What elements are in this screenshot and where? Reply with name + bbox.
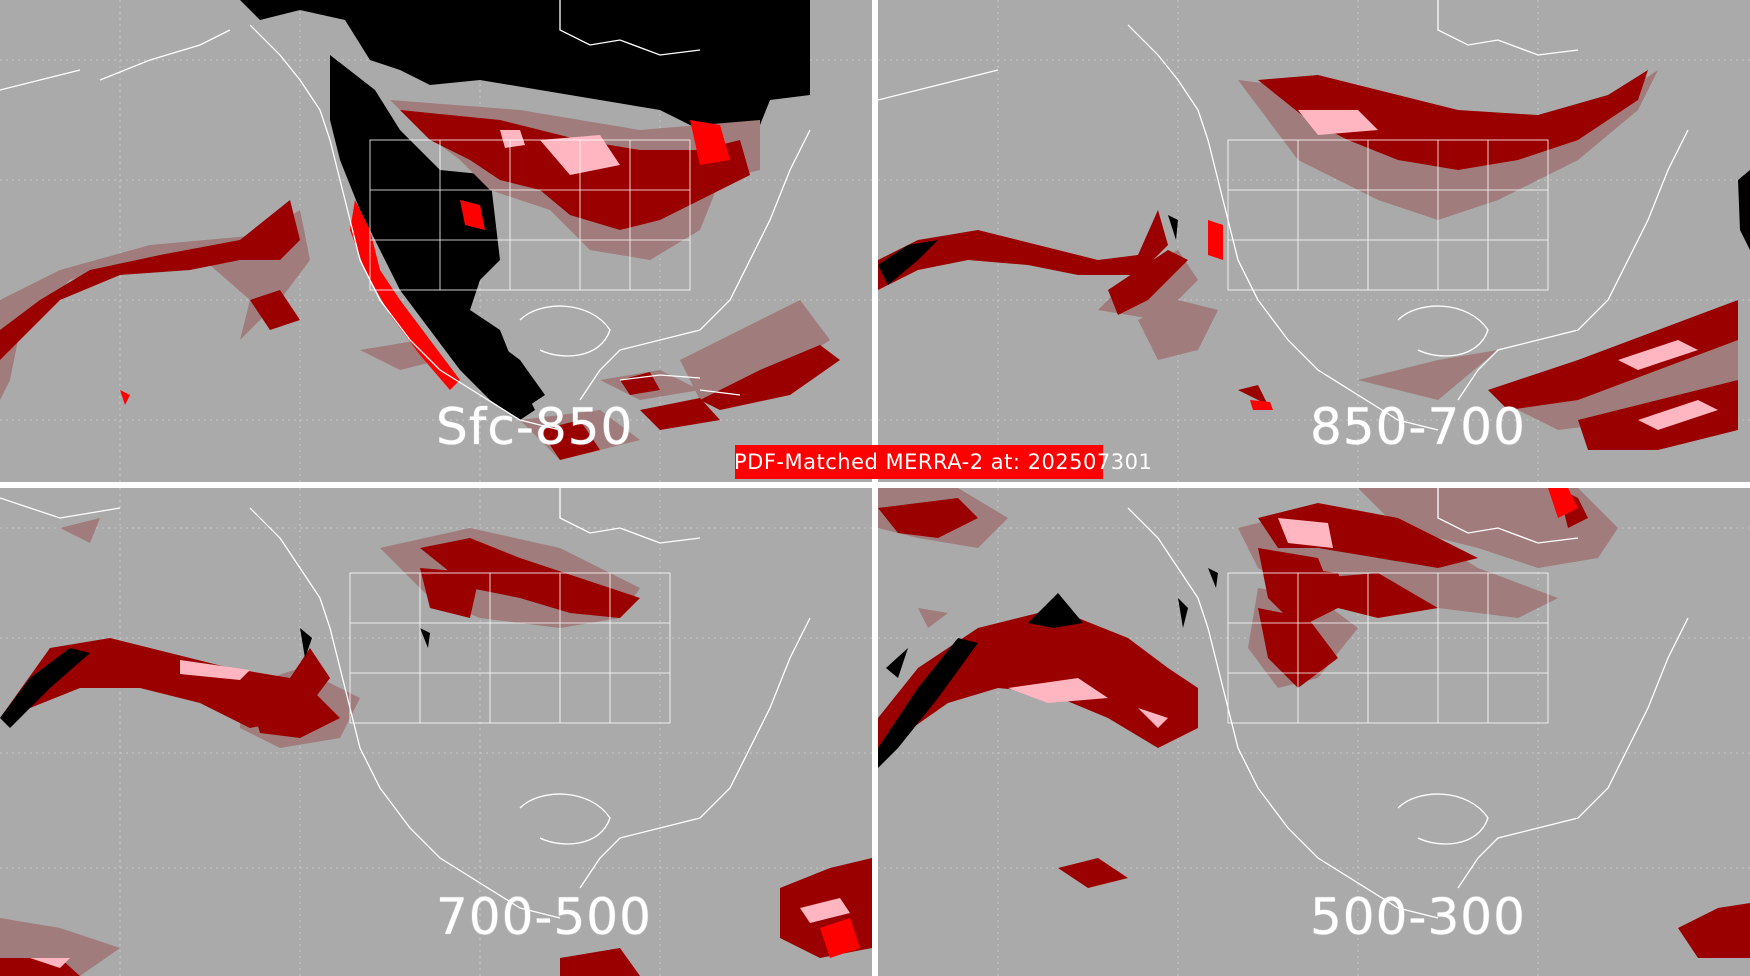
map-panel-700-500: 700-500 [0,488,872,976]
title-banner-text: PDF-Matched MERRA-2 at: 202507301 [734,450,1153,474]
panel-label-500-300: 500-300 [1310,888,1526,946]
state-boundaries [1227,139,1549,291]
state-boundaries [349,572,671,724]
map-panel-850-700: 850-700 [878,0,1750,482]
class-red-areas [120,120,730,405]
map-500-300 [878,488,1750,976]
title-banner [735,445,1103,479]
map-panel-500-300: 500-300 [878,488,1750,976]
class-pink-areas [1298,110,1718,430]
terrain-mask [240,0,810,130]
graticule [0,488,872,976]
class-red-areas [820,918,860,958]
class-red-areas [1208,220,1273,410]
central-america-mask [480,330,545,405]
map-700-500 [0,488,872,976]
panel-label-700-500: 700-500 [436,888,652,946]
class-black-areas [878,170,1750,285]
class-pink-areas [30,660,850,968]
class-black-areas [0,628,430,728]
map-sfc-850 [0,0,872,482]
coastlines [0,488,811,919]
class-black-areas [878,568,1218,768]
state-boundaries [369,139,691,291]
class-dark-areas [0,538,872,976]
panel-label-850-700: 850-700 [1310,398,1526,456]
state-boundaries [1227,572,1549,724]
panel-label-sfc-850: Sfc-850 [436,398,634,456]
terrain-mask-west [330,55,535,420]
coastlines [0,0,811,431]
coastlines [1127,488,1689,919]
class-pink-areas [1008,518,1333,728]
class-red-areas [1548,488,1578,518]
map-panel-sfc-850: Sfc-850 [0,0,872,482]
map-850-700 [878,0,1750,482]
